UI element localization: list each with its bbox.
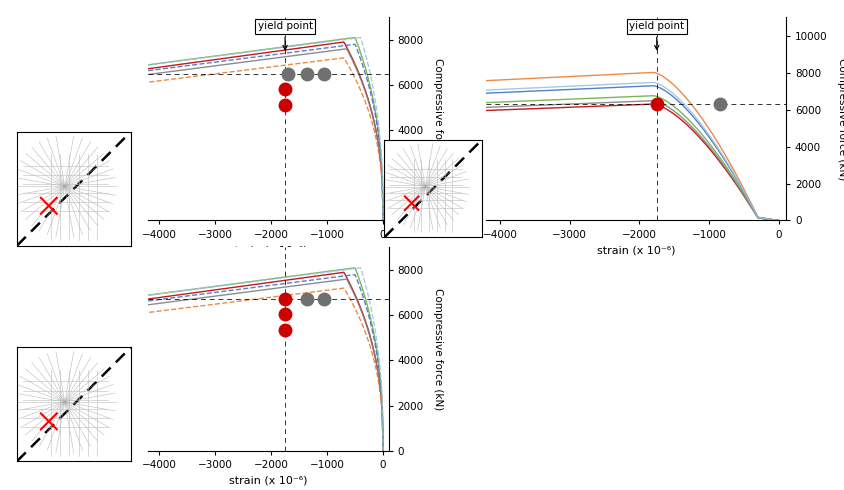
Y-axis label: Compressive force (kN): Compressive force (kN) <box>836 58 844 180</box>
X-axis label: strain (x 10⁻⁶): strain (x 10⁻⁶) <box>596 245 674 255</box>
Y-axis label: Compressive force (kN): Compressive force (kN) <box>433 58 443 180</box>
Text: yield point: yield point <box>629 21 684 49</box>
X-axis label: strain (x 10⁻⁶): strain (x 10⁻⁶) <box>229 245 307 255</box>
Text: yield point: yield point <box>257 21 312 49</box>
X-axis label: strain (x 10⁻⁶): strain (x 10⁻⁶) <box>229 475 307 486</box>
Y-axis label: Compressive force (kN): Compressive force (kN) <box>433 288 443 410</box>
